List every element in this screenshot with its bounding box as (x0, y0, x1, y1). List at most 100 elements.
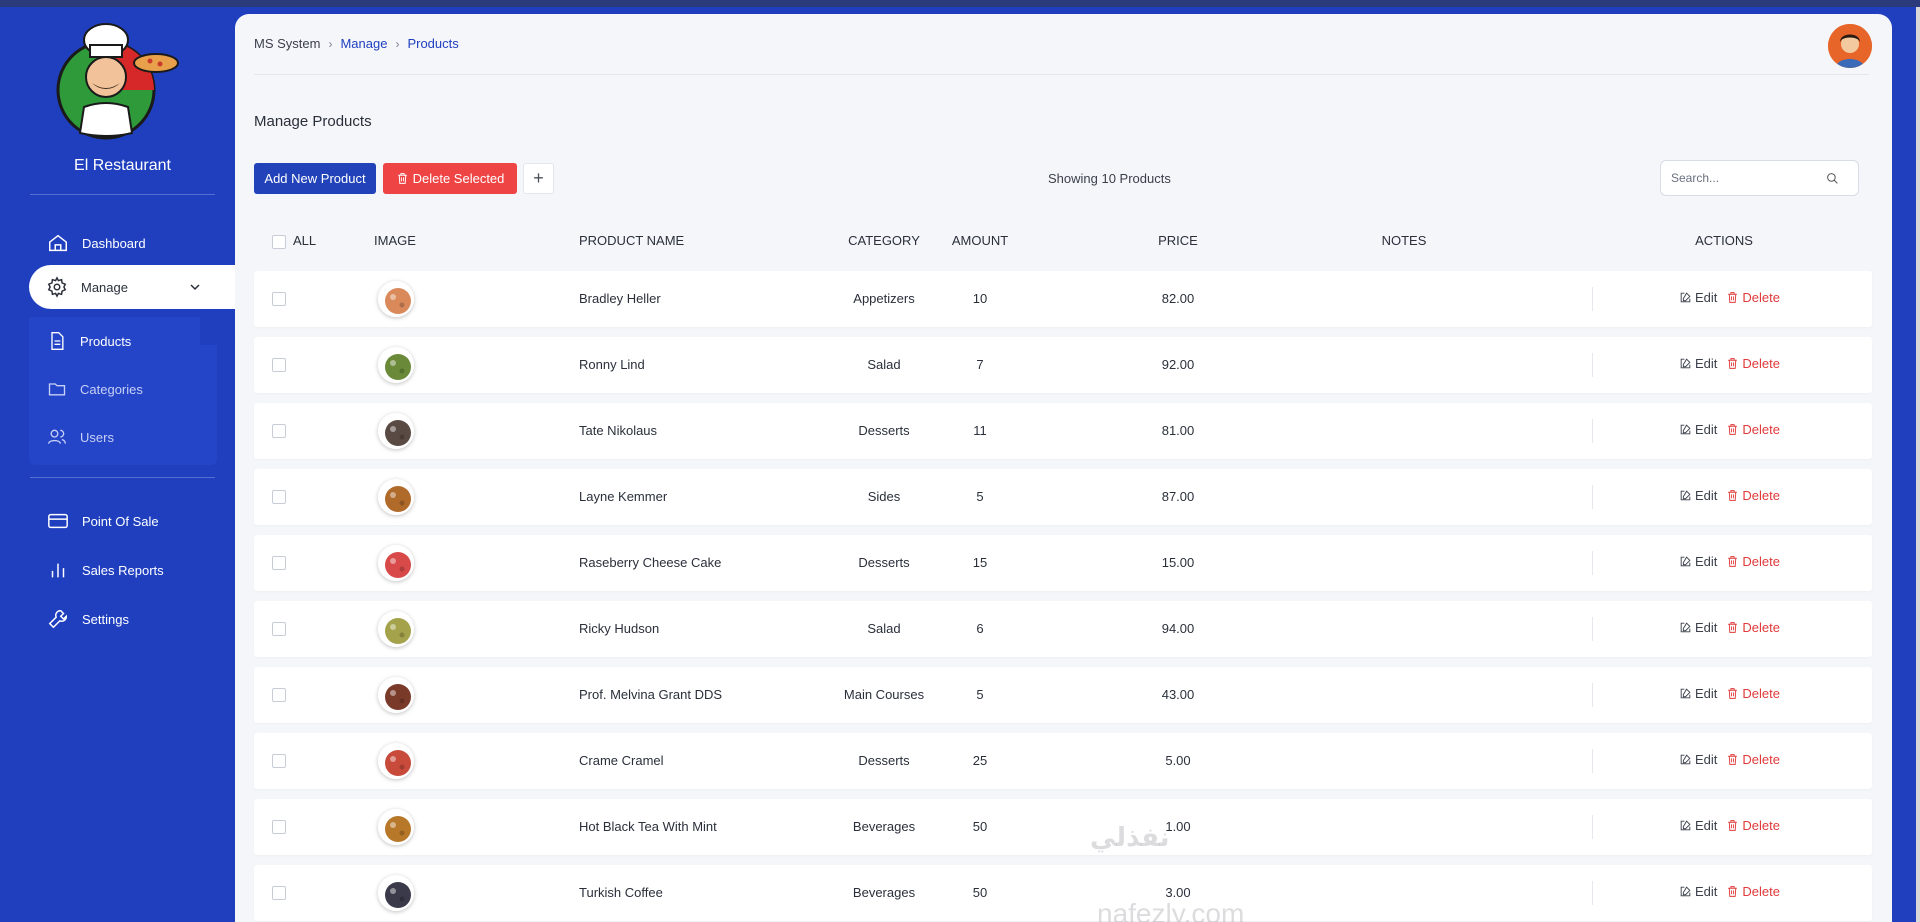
sidebar-item-point-of-sale[interactable]: Point Of Sale (30, 499, 230, 543)
row-checkbox[interactable] (272, 292, 286, 306)
row-checkbox[interactable] (272, 754, 286, 768)
delete-button[interactable]: Delete (1726, 422, 1780, 437)
delete-button[interactable]: Delete (1726, 818, 1780, 833)
edit-icon (1680, 292, 1691, 303)
add-product-button[interactable]: Add New Product (254, 163, 376, 194)
delete-selected-button[interactable]: Delete Selected (383, 163, 517, 194)
product-price: 1.00 (1165, 819, 1191, 834)
add-column-button[interactable]: + (523, 163, 554, 194)
edit-button[interactable]: Edit (1679, 554, 1717, 569)
delete-button[interactable]: Delete (1726, 290, 1780, 305)
actions-divider (1592, 287, 1593, 311)
gear-icon (45, 275, 69, 299)
row-checkbox[interactable] (272, 688, 286, 702)
row-checkbox[interactable] (272, 556, 286, 570)
delete-button[interactable]: Delete (1726, 884, 1780, 899)
product-image (378, 809, 414, 845)
search-box[interactable] (1660, 160, 1859, 196)
edit-label: Edit (1695, 686, 1718, 701)
sidebar-item-manage[interactable]: Manage (29, 265, 235, 309)
edit-label: Edit (1695, 752, 1718, 767)
table-row: Ronny Lind Salad 7 92.00 Edit Delete (254, 337, 1872, 393)
user-avatar[interactable] (1828, 24, 1872, 68)
edit-button[interactable]: Edit (1679, 422, 1717, 437)
delete-button[interactable]: Delete (1726, 686, 1780, 701)
product-price: 87.00 (1161, 489, 1195, 504)
edit-button[interactable]: Edit (1679, 686, 1717, 701)
trash-icon (1728, 754, 1738, 765)
submenu-item-categories[interactable]: Categories (30, 369, 210, 409)
product-name: Ronny Lind (579, 357, 645, 372)
row-checkbox[interactable] (272, 424, 286, 438)
edit-button[interactable]: Edit (1679, 488, 1717, 503)
column-image: IMAGE (374, 233, 416, 248)
column-category: CATEGORY (848, 233, 920, 248)
trash-icon (1728, 358, 1738, 369)
breadcrumb-section[interactable]: Manage (340, 36, 388, 51)
trash-icon (1728, 886, 1738, 897)
trash-icon (1728, 424, 1738, 435)
product-name: Hot Black Tea With Mint (579, 819, 717, 834)
folder-icon (46, 378, 68, 400)
column-all: ALL (293, 233, 317, 248)
breadcrumb-current[interactable]: Products (407, 36, 459, 51)
actions-divider (1592, 683, 1593, 707)
product-amount: 7 (976, 357, 984, 372)
delete-button[interactable]: Delete (1726, 488, 1780, 503)
edit-button[interactable]: Edit (1679, 752, 1717, 767)
product-price: 5.00 (1165, 753, 1191, 768)
select-all-checkbox[interactable] (272, 235, 286, 249)
edit-button[interactable]: Edit (1679, 290, 1717, 305)
sidebar-item-sales-reports[interactable]: Sales Reports (30, 548, 230, 592)
sidebar-item-dashboard[interactable]: Dashboard (30, 221, 230, 265)
edit-button[interactable]: Edit (1679, 620, 1717, 635)
sidebar-divider (30, 477, 215, 478)
delete-button[interactable]: Delete (1726, 752, 1780, 767)
submenu-item-label: Products (80, 333, 132, 349)
product-image (378, 677, 414, 713)
submenu-item-label: Categories (80, 381, 143, 397)
bar-chart-icon (46, 558, 70, 582)
delete-selected-label: Delete Selected (412, 171, 505, 186)
breadcrumb-root[interactable]: MS System (254, 36, 321, 51)
product-amount: 5 (976, 489, 984, 504)
delete-label: Delete (1742, 422, 1780, 437)
product-amount: 50 (972, 885, 988, 900)
trash-icon (1728, 820, 1738, 831)
edit-button[interactable]: Edit (1679, 818, 1717, 833)
row-actions: Edit Delete (1679, 290, 1780, 305)
submenu-item-products[interactable]: Products (30, 321, 210, 361)
wrench-icon (46, 607, 70, 631)
delete-button[interactable]: Delete (1726, 620, 1780, 635)
row-actions: Edit Delete (1679, 818, 1780, 833)
search-input[interactable] (1661, 171, 1826, 185)
sidebar-item-label: Settings (82, 611, 129, 627)
product-price: 15.00 (1161, 555, 1195, 570)
product-image (378, 545, 414, 581)
brand-name: El Restaurant (74, 157, 171, 174)
delete-label: Delete (1742, 686, 1780, 701)
sidebar-item-settings[interactable]: Settings (30, 597, 230, 641)
edit-button[interactable]: Edit (1679, 884, 1717, 899)
submenu-item-users[interactable]: Users (30, 417, 210, 457)
row-checkbox[interactable] (272, 622, 286, 636)
row-actions: Edit Delete (1679, 752, 1780, 767)
edit-label: Edit (1695, 488, 1718, 503)
edit-icon (1680, 622, 1691, 633)
column-price: PRICE (1158, 233, 1198, 248)
search-icon[interactable] (1826, 172, 1839, 185)
scrollbar[interactable] (1916, 7, 1920, 922)
edit-button[interactable]: Edit (1679, 356, 1717, 371)
product-price: 3.00 (1165, 885, 1191, 900)
row-actions: Edit Delete (1679, 620, 1780, 635)
row-checkbox[interactable] (272, 886, 286, 900)
edit-icon (1680, 754, 1691, 765)
row-checkbox[interactable] (272, 358, 286, 372)
sidebar-item-label: Sales Reports (82, 562, 164, 578)
table-row: Layne Kemmer Sides 5 87.00 Edit Delete (254, 469, 1872, 525)
row-checkbox[interactable] (272, 490, 286, 504)
delete-button[interactable]: Delete (1726, 554, 1780, 569)
row-checkbox[interactable] (272, 820, 286, 834)
delete-button[interactable]: Delete (1726, 356, 1780, 371)
column-amount: AMOUNT (951, 233, 1009, 248)
